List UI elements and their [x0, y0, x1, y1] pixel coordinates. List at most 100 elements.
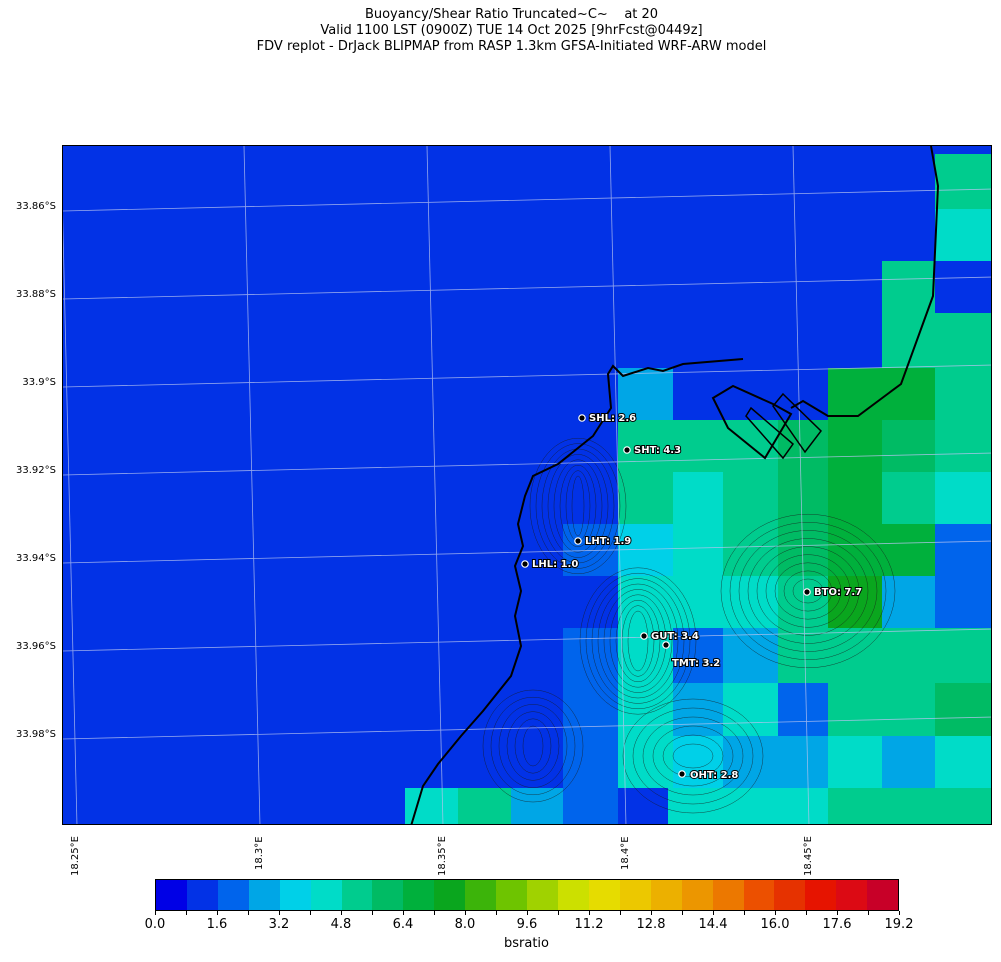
station-dot[interactable] [640, 632, 648, 640]
colorbar-tick-label: 11.2 [574, 917, 604, 932]
colorbar-minor-tick [682, 911, 683, 915]
colorbar-minor-tick [217, 911, 218, 915]
grid-cell [828, 472, 883, 524]
lon-label-18-4: 18.4°E [620, 836, 631, 870]
station-dot[interactable] [623, 446, 631, 454]
lat-label-33-96: 33.96°S [16, 641, 56, 652]
station-tmt[interactable]: TMT: 3.2 [662, 641, 721, 670]
station-gut[interactable]: GUT: 3.4 [640, 630, 700, 643]
contour-line [672, 743, 714, 769]
grid-cell [828, 576, 883, 628]
grid-cell [511, 788, 563, 824]
colorbar-swatch [186, 880, 218, 910]
grid-cell [882, 420, 935, 472]
lon-label-18-35: 18.35°E [437, 836, 448, 876]
contour-line [627, 610, 649, 672]
lat-label-33-92: 33.92°S [16, 465, 56, 476]
grid-cell [935, 683, 991, 736]
station-dot[interactable] [578, 414, 586, 422]
colorbar-swatch [341, 880, 373, 910]
colorbar-swatch [310, 880, 342, 910]
contour-line [622, 698, 764, 814]
colorbar-tick-label: 4.8 [330, 917, 352, 932]
colorbar-minor-tick [558, 911, 559, 915]
colorbar-tick-label: 16.0 [760, 917, 790, 932]
colorbar-swatch [496, 880, 528, 910]
grid-cell [935, 368, 991, 420]
title-line-2: Valid 1100 LST (0900Z) TUE 14 Oct 2025 [… [320, 23, 703, 38]
contour-line [553, 459, 603, 553]
grid-cell [828, 683, 883, 736]
map-canvas[interactable]: SHL: 2.6 SHT: 4.3 LHT: 1.9 LHL: 1.0 BTO: 7.7… [63, 146, 992, 825]
colorbar-swatch [527, 880, 558, 910]
contour-line [529, 437, 627, 575]
station-bto[interactable]: BTO: 7.7 [803, 586, 863, 599]
grid-cell [618, 368, 673, 420]
station-label: TMT: 3.2 [672, 658, 720, 669]
grid-cell [618, 576, 673, 628]
station-dot[interactable] [662, 641, 670, 649]
grid-cell [618, 683, 673, 736]
grid-cell [935, 628, 991, 683]
grid-cell [668, 788, 778, 824]
colorbar-tick-label: 17.6 [822, 917, 852, 932]
colorbar-swatch [465, 880, 497, 910]
colorbar-swatch [248, 880, 280, 910]
station-dot[interactable] [574, 537, 582, 545]
contour-line [482, 689, 584, 803]
longitude-gridline [63, 213, 78, 824]
grid-cell [935, 736, 991, 788]
grid-cell [778, 736, 828, 788]
station-label: SHL: 2.6 [589, 413, 636, 424]
grid-cell [935, 209, 991, 261]
station-dot[interactable] [678, 770, 686, 778]
contour-line [615, 599, 661, 683]
contour-line [506, 711, 560, 781]
colorbar-minor-tick [341, 911, 342, 915]
latitude-gridline [63, 540, 991, 564]
grid-cell [882, 261, 935, 313]
contour-line [652, 725, 734, 787]
map-title: Buoyancy/Shear Ratio Truncated~C~ at 20 … [0, 7, 1001, 55]
contour-line [765, 554, 851, 628]
latitude-gridline [63, 628, 991, 652]
contour-line [535, 443, 621, 569]
contour-line [774, 562, 842, 620]
colorbar-minor-tick [899, 911, 900, 915]
lat-label-33-9: 33.9°S [22, 377, 56, 388]
latitude-gridline [63, 188, 991, 212]
colorbar-swatch [836, 880, 868, 910]
colorbar-tick-label: 19.2 [884, 917, 914, 932]
harbour-pier [745, 406, 795, 460]
station-sht[interactable]: SHT: 4.3 [623, 444, 682, 457]
station-lhl[interactable]: LHL: 1.0 [521, 558, 579, 571]
contour-line [747, 538, 869, 644]
colorbar-minor-tick [744, 911, 745, 915]
colorbar-label: bsratio [504, 936, 549, 951]
colorbar-swatch [805, 880, 837, 910]
station-lht[interactable]: LHT: 1.9 [574, 535, 632, 548]
grid-cell [723, 628, 778, 683]
station-oht[interactable]: OHT: 2.8 [678, 769, 739, 782]
colorbar-minor-tick [155, 911, 156, 915]
colorbar-swatch [434, 880, 466, 910]
colorbar-tick-label: 9.6 [516, 917, 538, 932]
lat-label-33-98: 33.98°S [16, 729, 56, 740]
station-label: LHT: 1.9 [585, 536, 631, 547]
station-dot[interactable] [521, 560, 529, 568]
station-label: OHT: 2.8 [690, 770, 738, 781]
contour-line [547, 454, 609, 558]
grid-cell [673, 628, 723, 683]
map-plot-area[interactable]: SHL: 2.6 SHT: 4.3 LHT: 1.9 LHL: 1.0 BTO: 7.7… [62, 145, 992, 825]
grid-cell [778, 472, 828, 524]
station-shl[interactable]: SHL: 2.6 [578, 412, 637, 425]
colorbar-swatch [650, 880, 682, 910]
contour-line [632, 707, 754, 805]
colorbar-swatch [403, 880, 435, 910]
station-dot[interactable] [803, 588, 811, 596]
lat-label-33-94: 33.94°S [16, 553, 56, 564]
grid-cell [882, 683, 935, 736]
coastline-path [410, 146, 940, 824]
grid-cell [882, 628, 935, 683]
colorbar-minor-tick [403, 911, 404, 915]
